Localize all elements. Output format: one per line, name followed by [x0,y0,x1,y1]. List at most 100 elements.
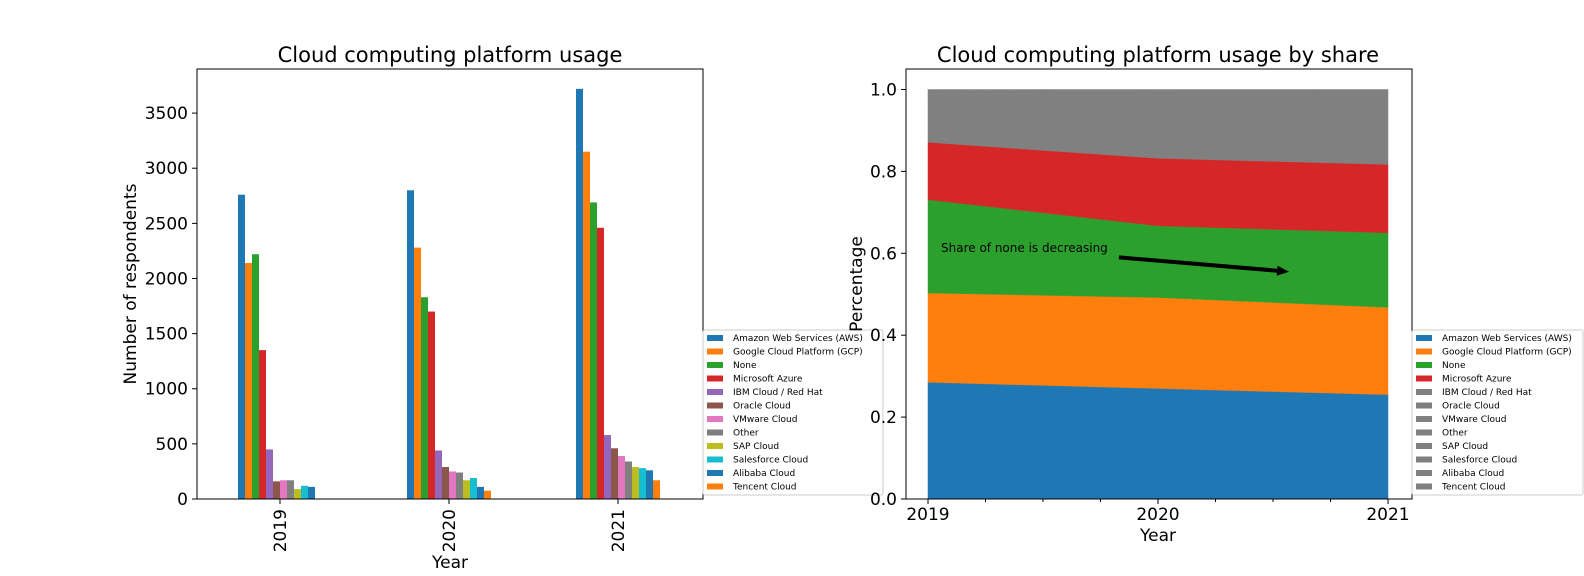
legend-label: None [1442,361,1466,371]
bar-chart-x-label: Year [431,553,468,573]
bar-chart-legend: Amazon Web Services (AWS) Google Cloud Pl… [702,329,884,496]
legend-swatch [707,348,723,355]
bar [280,480,287,499]
legend-swatch [1416,456,1432,463]
annotation-text: Share of none is decreasing [941,241,1108,255]
bar-chart-y-label: Number of respondents [121,183,141,384]
legend-swatch [707,375,723,382]
bar [456,472,463,499]
bar [287,480,294,499]
legend-label: SAP Cloud [1442,442,1488,452]
bar [470,478,477,499]
bar [597,227,604,499]
bar-chart-bars [238,88,660,500]
bar [590,202,597,499]
legend-swatch [707,429,723,436]
bar [414,247,421,499]
y-tick-label: 0.2 [870,408,897,428]
bar [294,489,301,499]
legend-label: VMware Cloud [733,415,797,425]
annotation-arrow-shaft [1118,255,1278,273]
legend-label: Other [1442,429,1468,439]
legend-swatch [707,483,723,490]
area-band [927,381,1389,500]
legend-swatch [707,416,723,422]
x-tick-label: 2021 [1366,505,1409,525]
y-tick-label: 0 [177,490,188,510]
legend-swatch [707,443,723,449]
bar [449,471,456,499]
legend-swatch [1416,402,1432,409]
bar [583,151,590,499]
bar-chart-x-ticks: 2019 2020 2021 [271,499,629,552]
x-tick-label: 2019 [906,505,949,525]
legend-swatch [1416,443,1432,449]
bar [428,311,435,499]
area-chart-annotation: Share of none is decreasing [941,241,1290,276]
legend-swatch [707,389,723,395]
legend-swatch [1416,335,1432,341]
y-tick-label: 0.0 [870,490,897,510]
area-chart-frame [905,68,1413,500]
legend-box [1411,329,1584,496]
y-tick-label: 0.8 [870,162,897,182]
legend-label: Tencent Cloud [1441,483,1506,493]
legend-swatch [1416,470,1432,476]
y-tick-label: 2500 [145,214,188,234]
legend-label: Microsoft Azure [733,375,803,385]
y-tick-label: 3500 [145,104,188,124]
legend-label: Google Cloud Platform (GCP) [733,348,863,358]
legend-label: IBM Cloud / Red Hat [1442,388,1532,398]
legend-label: Other [733,429,759,439]
y-tick-label: 500 [156,435,188,455]
legend-label: SAP Cloud [733,442,779,452]
legend-swatch [1416,389,1432,395]
bar-chart-y-ticks: 0 500 1000 1500 2000 2500 3000 3500 [145,104,197,510]
x-tick-label: 2020 [1136,505,1179,525]
area-chart-x-ticks: 2019 2020 2021 [906,499,1410,525]
legend-swatch [1416,416,1432,422]
legend-label: IBM Cloud / Red Hat [733,388,823,398]
y-tick-label: 1000 [145,380,188,400]
bar [639,468,646,499]
legend-label: Amazon Web Services (AWS) [1442,334,1572,344]
bar [407,190,414,500]
legend-swatch [1416,483,1432,490]
legend-label: Alibaba Cloud [1442,469,1504,479]
legend-swatch [707,402,723,409]
legend-swatch [707,335,723,341]
legend-label: Oracle Cloud [733,402,791,412]
bar [484,490,491,499]
legend-swatch [1416,375,1432,382]
legend-label: Salesforce Cloud [733,456,808,466]
bar [618,456,625,499]
y-tick-label: 1.0 [870,80,897,100]
x-tick-label: 2020 [440,509,460,552]
legend-swatch [1416,362,1432,368]
legend-swatch [1416,348,1432,355]
x-tick-label: 2021 [609,509,629,552]
annotation-arrow-head [1276,265,1290,276]
y-tick-label: 0.4 [870,326,897,346]
bar [625,461,632,499]
y-tick-label: 2000 [145,269,188,289]
legend-label: Google Cloud Platform (GCP) [1442,348,1572,358]
y-tick-label: 1500 [145,325,188,345]
y-tick-label: 0.6 [870,244,897,264]
bar [259,350,266,499]
bar [301,485,308,499]
area-band [927,292,1389,395]
area-band [927,89,1389,93]
area-chart-y-ticks: 0.0 0.2 0.4 0.6 0.8 1.0 [870,80,906,510]
bar [653,480,660,499]
bar [463,480,470,499]
area-chart-title: Cloud computing platform usage by share [937,43,1379,67]
area-chart-x-label: Year [1139,526,1176,546]
bar [632,467,639,499]
bar [477,486,484,499]
bar [646,470,653,499]
legend-swatch [707,456,723,463]
bar-chart-title: Cloud computing platform usage [278,43,623,67]
bar-chart: Cloud computing platform usage 0 500 1000 1… [121,43,884,573]
bar [611,448,618,499]
